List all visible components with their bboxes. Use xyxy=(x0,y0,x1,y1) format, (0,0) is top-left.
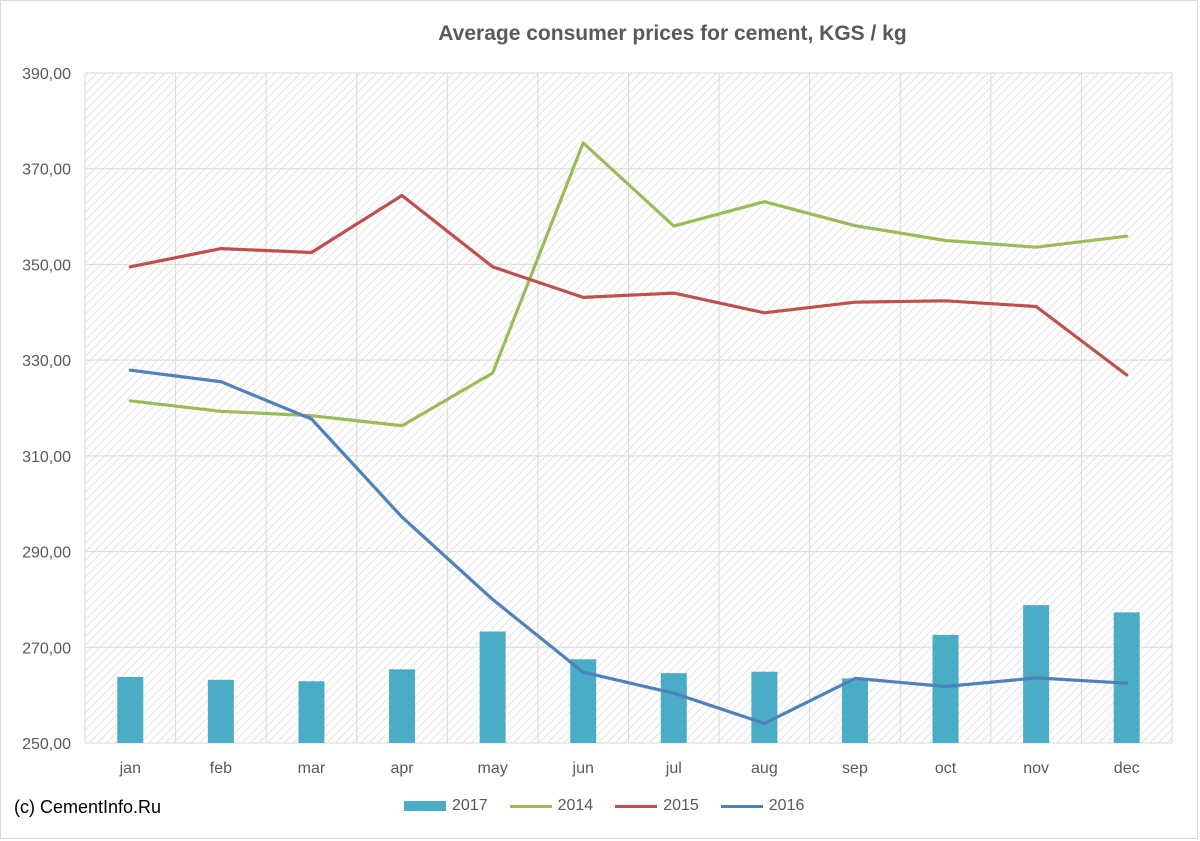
x-tick-label: feb xyxy=(210,760,232,777)
bar-2017 xyxy=(207,679,234,743)
legend-label-2014: 2014 xyxy=(557,797,594,814)
x-tick-label: apr xyxy=(390,760,414,777)
bar-2017 xyxy=(479,631,506,743)
y-tick-label: 290,00 xyxy=(22,545,71,562)
bar-2017 xyxy=(1113,612,1140,743)
bar-2017 xyxy=(298,681,325,743)
legend-item-2017: 2017 xyxy=(404,797,488,815)
line-series-2014 xyxy=(128,141,1129,428)
legend-item-2014: 2014 xyxy=(509,797,594,815)
x-tick-label: mar xyxy=(298,760,326,777)
legend-swatch-2015 xyxy=(615,804,658,808)
legend-label-2015: 2015 xyxy=(663,797,699,814)
y-tick-label: 390,00 xyxy=(22,66,71,83)
y-tick-label: 330,00 xyxy=(22,353,71,370)
legend-label-2017: 2017 xyxy=(452,797,488,814)
bar-2017 xyxy=(660,673,687,743)
y-tick-label: 350,00 xyxy=(22,257,71,274)
bar-2017 xyxy=(389,669,416,743)
bar-2017 xyxy=(932,634,959,743)
bar-2017 xyxy=(117,676,144,743)
x-tick-label: aug xyxy=(751,760,778,777)
line-series-2015 xyxy=(128,193,1129,377)
legend-swatch-2017 xyxy=(404,801,446,811)
x-tick-label: dec xyxy=(1114,760,1140,777)
bar-2017 xyxy=(751,671,778,743)
x-tick-label: jan xyxy=(119,760,141,777)
y-tick-label: 270,00 xyxy=(22,640,71,657)
y-tick-label: 310,00 xyxy=(22,449,71,466)
y-tick-label: 370,00 xyxy=(22,162,71,179)
horizontal-gridlines xyxy=(85,72,1172,744)
bar-2017 xyxy=(841,678,868,743)
line-series-2016 xyxy=(128,368,1129,726)
legend-item-2016: 2016 xyxy=(720,797,805,815)
y-axis-tick-labels: 250,00 270,00 290,00 310,00 330,00 350,00 370,… xyxy=(22,66,71,753)
legend-label-2016: 2016 xyxy=(768,797,805,814)
legend-item-2015: 2015 xyxy=(615,797,699,815)
series-2017-bars xyxy=(117,605,1140,743)
footer-credit: (c) CementInfo.Ru xyxy=(14,797,162,817)
vertical-gridlines xyxy=(84,73,1173,743)
chart-title: Average consumer prices for cement, KGS … xyxy=(438,22,907,45)
legend-swatch-2014 xyxy=(509,804,552,808)
x-tick-label: nov xyxy=(1023,760,1049,777)
line-series xyxy=(128,141,1129,726)
x-tick-label: jul xyxy=(665,760,682,777)
x-tick-label: oct xyxy=(935,760,957,777)
bar-2017 xyxy=(1023,605,1050,743)
legend-swatch-2016 xyxy=(720,804,763,808)
x-tick-label: jun xyxy=(572,760,594,777)
x-tick-label: sep xyxy=(842,760,868,777)
x-tick-label: may xyxy=(478,760,508,777)
legend: 2017 2014 2015 2016 xyxy=(404,797,804,815)
y-tick-label: 250,00 xyxy=(22,736,71,753)
x-axis-tick-labels: jan feb mar apr may jun jul aug sep oct nov dec xyxy=(119,760,1140,777)
